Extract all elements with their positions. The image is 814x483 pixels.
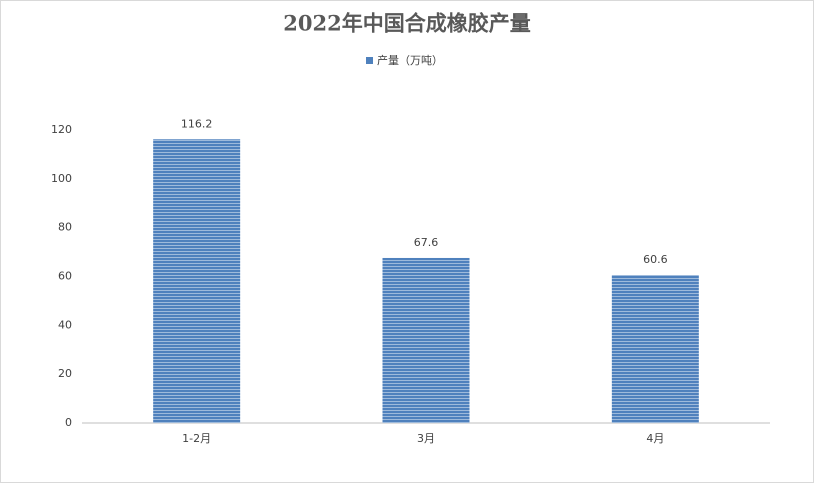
x-tick-label: 3月 — [417, 432, 435, 445]
legend-swatch — [366, 57, 373, 64]
x-tick-label: 4月 — [646, 432, 664, 445]
value-label: 67.6 — [414, 236, 439, 249]
y-tick-label: 0 — [65, 416, 72, 429]
y-tick-label: 100 — [51, 172, 72, 185]
bar — [382, 257, 470, 423]
y-tick-label: 60 — [58, 270, 72, 283]
y-tick-label: 120 — [51, 123, 72, 136]
y-tick-label: 40 — [58, 318, 72, 331]
legend-label: 产量（万吨） — [377, 53, 443, 67]
bar — [611, 275, 699, 423]
x-tick-label: 1-2月 — [182, 432, 211, 445]
value-label: 116.2 — [181, 117, 213, 130]
bar — [153, 139, 241, 424]
y-tick-label: 80 — [58, 221, 72, 234]
chart-title: 2022年中国合成橡胶产量 — [283, 11, 530, 36]
value-label: 60.6 — [643, 253, 668, 266]
y-tick-label: 20 — [58, 367, 72, 380]
